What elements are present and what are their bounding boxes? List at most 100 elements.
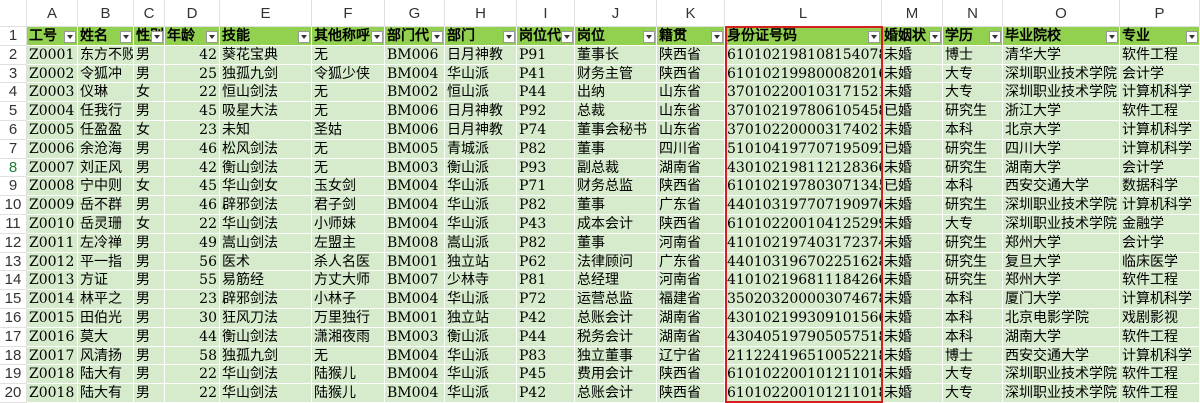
data-cell[interactable]: 小林子	[312, 290, 385, 309]
data-cell[interactable]: P92	[517, 102, 575, 121]
data-cell[interactable]: 42	[165, 158, 220, 178]
data-cell[interactable]: Z0008	[27, 177, 78, 197]
data-cell[interactable]: 无	[312, 45, 385, 65]
data-cell[interactable]: 山东省	[657, 83, 725, 103]
data-cell[interactable]: 深圳职业技术学院	[1003, 196, 1120, 215]
column-letter[interactable]: L	[725, 0, 882, 27]
row-number[interactable]: 15	[0, 290, 27, 309]
data-cell[interactable]: 未婚	[882, 290, 943, 309]
data-cell[interactable]: 研究生	[943, 102, 1003, 121]
data-cell[interactable]: 莫大	[78, 327, 134, 347]
data-cell[interactable]: 董事	[575, 233, 657, 253]
filter-button[interactable]	[64, 30, 76, 43]
data-cell[interactable]: 410102196811184266	[725, 271, 882, 291]
data-cell[interactable]: 深圳职业技术学院	[1003, 64, 1120, 84]
data-cell[interactable]: P62	[517, 252, 575, 272]
data-cell[interactable]: 陆大有	[78, 384, 134, 403]
data-cell[interactable]: BM004	[385, 290, 445, 309]
data-cell[interactable]: P93	[517, 158, 575, 178]
data-cell[interactable]: 未婚	[882, 233, 943, 253]
header-cell[interactable]: 岗位	[575, 27, 657, 46]
data-cell[interactable]: 四川省	[657, 139, 725, 159]
data-cell[interactable]: 狂风刀法	[220, 309, 312, 328]
filter-button[interactable]	[711, 30, 723, 43]
data-cell[interactable]: 陆猴儿	[312, 365, 385, 385]
data-cell[interactable]: 陕西省	[657, 45, 725, 65]
data-cell[interactable]: 河南省	[657, 271, 725, 291]
data-cell[interactable]: P71	[517, 177, 575, 197]
filter-button[interactable]	[989, 30, 1001, 43]
data-cell[interactable]: 未婚	[882, 365, 943, 385]
data-cell[interactable]: 未婚	[882, 252, 943, 272]
data-cell[interactable]: P82	[517, 196, 575, 215]
data-cell[interactable]: 男	[134, 196, 165, 215]
filter-button[interactable]	[503, 30, 515, 43]
data-cell[interactable]: 董事	[575, 139, 657, 159]
header-cell[interactable]: 其他称呼	[312, 27, 385, 46]
data-cell[interactable]: 日月神教	[445, 121, 517, 140]
data-cell[interactable]: 临床医学	[1120, 252, 1200, 272]
data-cell[interactable]: 370102200003174021	[725, 121, 882, 140]
data-cell[interactable]: BM004	[385, 384, 445, 403]
data-cell[interactable]: 清华大学	[1003, 45, 1120, 65]
data-cell[interactable]: 令狐冲	[78, 64, 134, 84]
filter-button[interactable]	[120, 30, 132, 43]
data-cell[interactable]: 西安交通大学	[1003, 346, 1120, 366]
row-number[interactable]: 1	[0, 27, 27, 46]
data-cell[interactable]: 华山派	[445, 177, 517, 197]
data-cell[interactable]: 深圳职业技术学院	[1003, 215, 1120, 234]
data-cell[interactable]: 已婚	[882, 102, 943, 121]
data-cell[interactable]: 董事会秘书	[575, 121, 657, 140]
data-cell[interactable]: 杀人名医	[312, 252, 385, 272]
data-cell[interactable]: 山东省	[657, 102, 725, 121]
data-cell[interactable]: 恒山派	[445, 83, 517, 103]
column-letter[interactable]: N	[943, 0, 1003, 27]
row-number[interactable]: 6	[0, 121, 27, 140]
row-number[interactable]: 11	[0, 215, 27, 234]
row-number[interactable]: 19	[0, 365, 27, 385]
data-cell[interactable]: 独立站	[445, 309, 517, 328]
data-cell[interactable]: BM004	[385, 365, 445, 385]
data-cell[interactable]: 陕西省	[657, 177, 725, 197]
filter-button[interactable]	[1186, 30, 1198, 43]
data-cell[interactable]: 30	[165, 309, 220, 328]
filter-button[interactable]	[1106, 30, 1118, 43]
data-cell[interactable]: P82	[517, 233, 575, 253]
data-cell[interactable]: 华山派	[445, 196, 517, 215]
data-cell[interactable]: Z0018	[27, 365, 78, 385]
data-cell[interactable]: 平一指	[78, 252, 134, 272]
header-cell[interactable]: 岗位代	[517, 27, 575, 46]
data-cell[interactable]: 计算机科学	[1120, 346, 1200, 366]
data-cell[interactable]: 无	[312, 158, 385, 178]
data-cell[interactable]: 男	[134, 64, 165, 84]
data-cell[interactable]: 男	[134, 252, 165, 272]
data-cell[interactable]: Z0003	[27, 83, 78, 103]
header-cell[interactable]: 毕业院校	[1003, 27, 1120, 46]
data-cell[interactable]: 已婚	[882, 177, 943, 197]
data-cell[interactable]: 福建省	[657, 290, 725, 309]
data-cell[interactable]: 左冷禅	[78, 233, 134, 253]
column-letter[interactable]: M	[882, 0, 943, 27]
data-cell[interactable]: BM003	[385, 327, 445, 347]
data-cell[interactable]: 无	[312, 83, 385, 103]
data-cell[interactable]: P91	[517, 45, 575, 65]
data-cell[interactable]: 北京电影学院	[1003, 309, 1120, 328]
data-cell[interactable]: 湖南省	[657, 327, 725, 347]
data-cell[interactable]: BM004	[385, 196, 445, 215]
data-cell[interactable]: BM004	[385, 215, 445, 234]
data-cell[interactable]: 宁中则	[78, 177, 134, 197]
data-cell[interactable]: 610102200101211018	[725, 365, 882, 385]
data-cell[interactable]: 44	[165, 327, 220, 347]
data-cell[interactable]: 未婚	[882, 271, 943, 291]
row-number[interactable]: 20	[0, 384, 27, 403]
data-cell[interactable]: 华山派	[445, 365, 517, 385]
column-letter[interactable]: B	[78, 0, 134, 27]
row-number[interactable]: 2	[0, 45, 27, 65]
data-cell[interactable]: 研究生	[943, 233, 1003, 253]
data-cell[interactable]: 易筋经	[220, 271, 312, 291]
data-cell[interactable]: P44	[517, 327, 575, 347]
data-cell[interactable]: 计算机科学	[1120, 121, 1200, 140]
data-cell[interactable]: Z0007	[27, 158, 78, 178]
data-cell[interactable]: 软件工程	[1120, 384, 1200, 403]
data-cell[interactable]: 大专	[943, 365, 1003, 385]
